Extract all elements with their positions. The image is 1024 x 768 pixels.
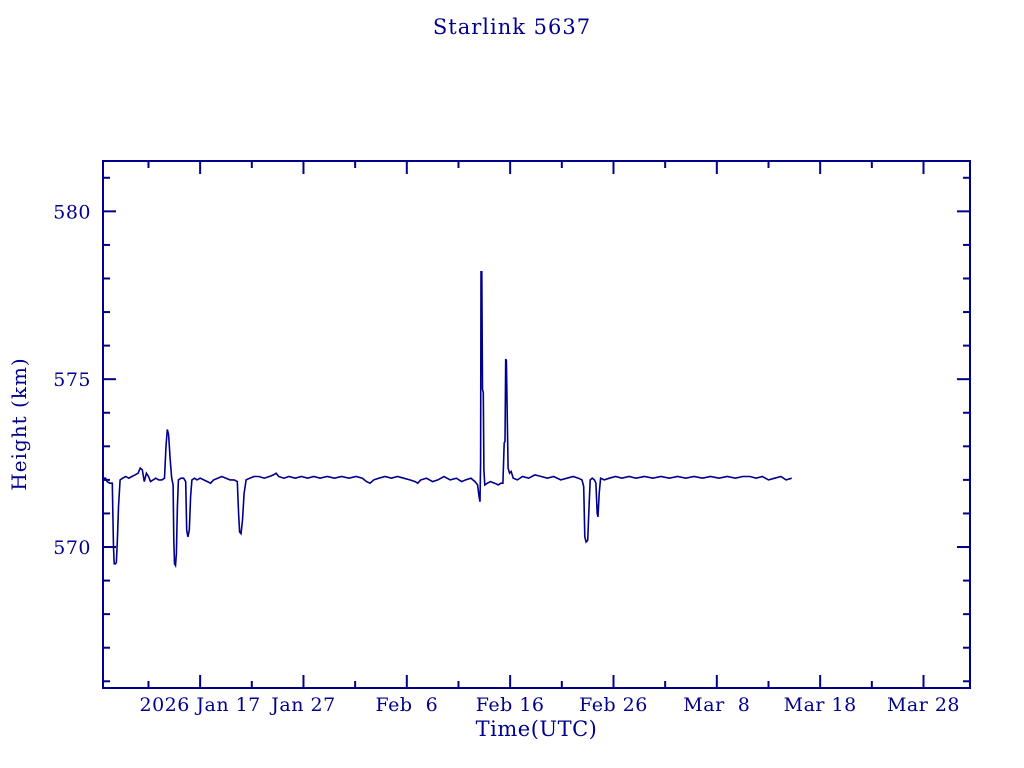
y-axis-ticks: [103, 176, 970, 683]
x-tick-label: 2026 Jan 17: [139, 694, 260, 716]
x-tick-label: Feb 6: [375, 694, 438, 716]
x-tick-label: Jan 27: [269, 694, 335, 716]
height-series-line: [103, 270, 792, 569]
y-axis-tick-labels: 570 575 580: [53, 201, 91, 559]
x-tick-label: Feb 16: [476, 694, 545, 716]
y-tick-label: 570: [53, 537, 91, 559]
x-tick-label: Mar 8: [683, 694, 750, 716]
chart-title: Starlink 5637: [432, 15, 592, 39]
x-axis-title: Time(UTC): [475, 717, 598, 741]
x-axis-ticks: [147, 161, 925, 688]
y-tick-label: 575: [53, 369, 91, 391]
x-tick-label: Mar 28: [887, 694, 960, 716]
x-axis-tick-labels: 2026 Jan 17 Jan 27 Feb 6 Feb 16 Feb 26 Mar 8 M…: [139, 694, 960, 716]
x-tick-label: Feb 26: [579, 694, 648, 716]
x-tick-label: Mar 18: [784, 694, 857, 716]
plot-frame: [102, 160, 971, 689]
y-tick-label: 580: [53, 201, 91, 223]
